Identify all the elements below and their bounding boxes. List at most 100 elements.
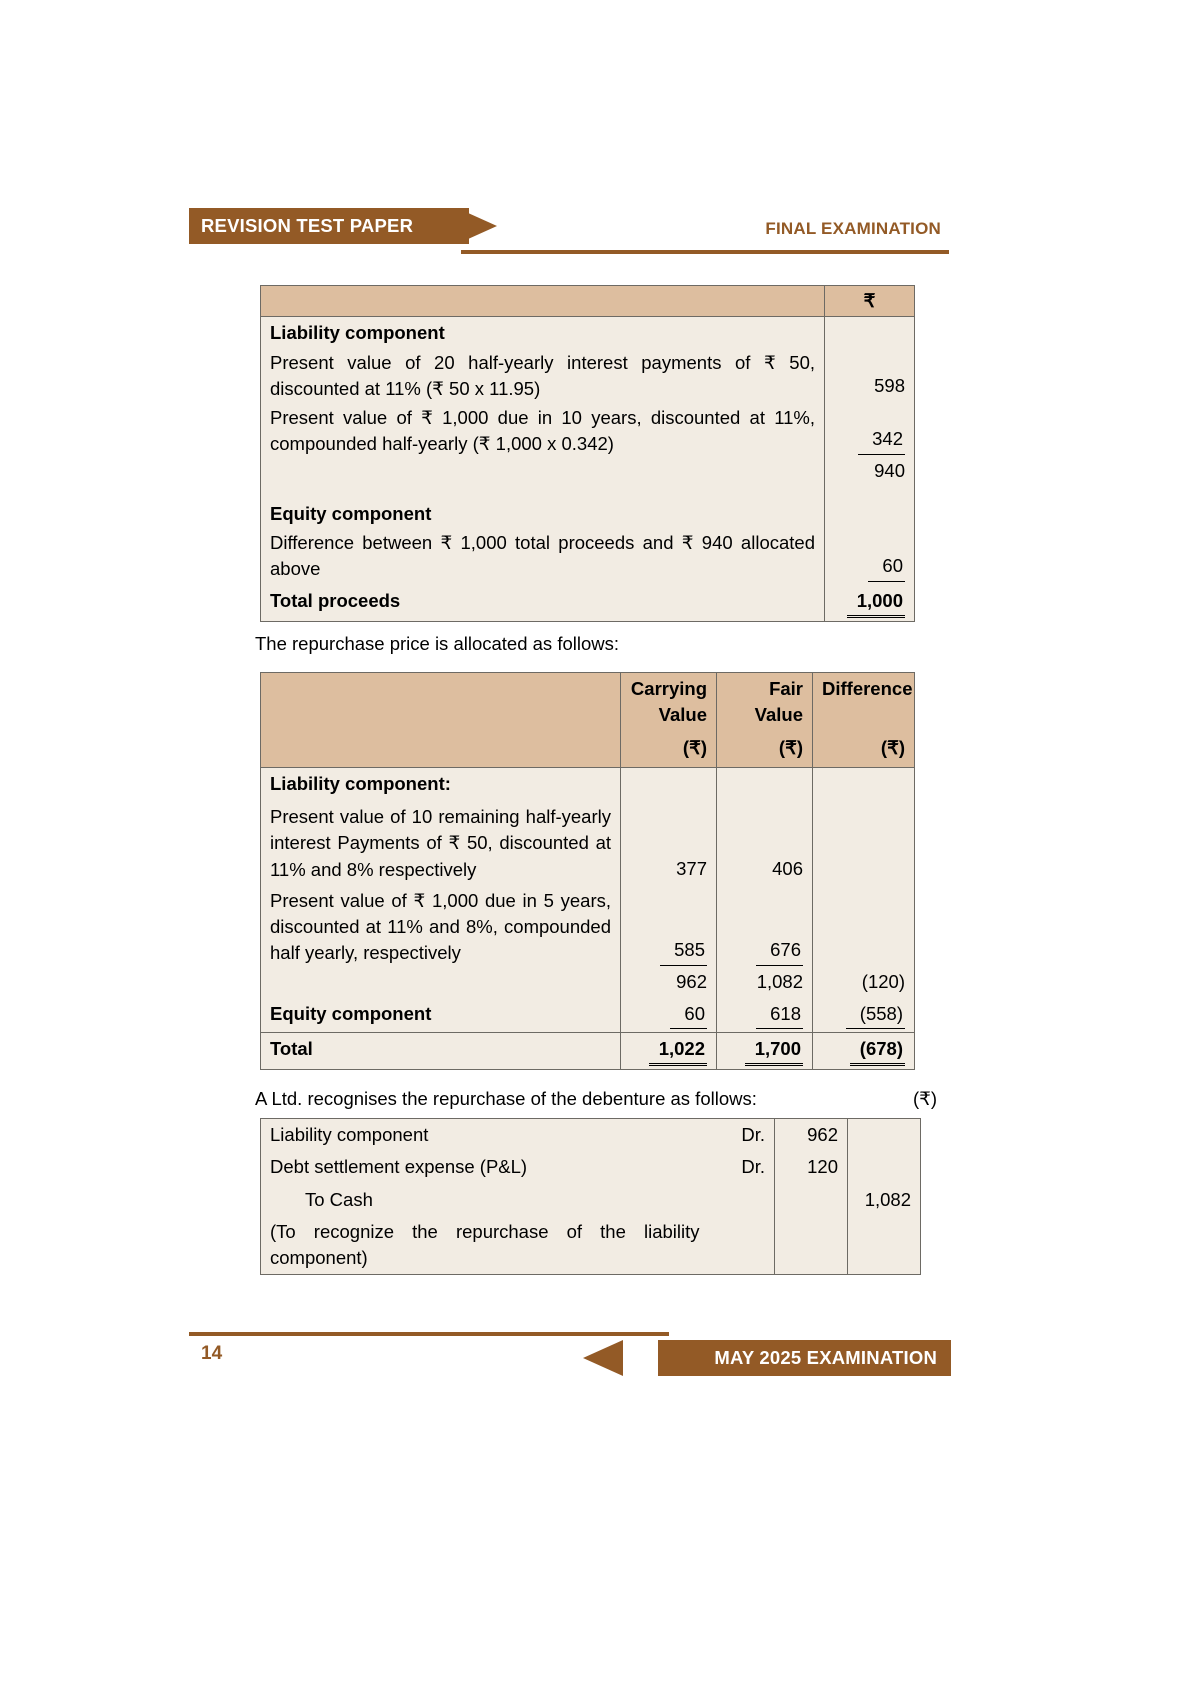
t2-header-desc xyxy=(260,672,621,703)
table-row: Present value of ₹ 1,000 due in 10 years… xyxy=(260,402,915,458)
t1-row5-value: 60 xyxy=(868,553,905,582)
t2-row0-fv xyxy=(716,766,813,802)
t3-row0-debit: 962 xyxy=(774,1118,848,1152)
t3-row2-debit xyxy=(774,1183,848,1216)
t3-row0-drcr: Dr. xyxy=(708,1118,775,1152)
table-row: Equity component xyxy=(260,486,915,528)
t2-row2-desc: Present value of ₹ 1,000 due in 5 years,… xyxy=(260,884,621,969)
t3-row0-credit xyxy=(847,1118,921,1152)
table-row: Liability component: xyxy=(260,766,915,802)
table-row: Difference between ₹ 1,000 total proceed… xyxy=(260,527,915,585)
t2-row5-cv: 1,022 xyxy=(648,1036,707,1067)
page-footer: 14 MAY 2025 EXAMINATION xyxy=(189,1332,951,1392)
t1-row4-desc: Equity component xyxy=(260,486,825,528)
t2-row1-cv: 377 xyxy=(620,801,717,885)
caption-repurchase-allocation: The repurchase price is allocated as fol… xyxy=(255,633,620,654)
repurchase-allocation-table: Carrying Fair Difference Value Value (₹)… xyxy=(260,672,915,1071)
t3-row2-particulars: To Cash xyxy=(260,1183,709,1216)
table-row: (To recognize the repurchase of the liab… xyxy=(260,1215,921,1276)
t2-row1-fv: 406 xyxy=(716,801,813,885)
t3-row3-credit xyxy=(847,1215,921,1276)
t2-row0-cv xyxy=(620,766,717,802)
t3-row1-drcr: Dr. xyxy=(708,1151,775,1184)
caption-journal-entry: A Ltd. recognises the repurchase of the … xyxy=(255,1088,757,1109)
t2-row2-fv: 676 xyxy=(756,937,803,966)
t1-row4-value xyxy=(824,486,915,528)
t1-row1-desc: Present value of 20 half-yearly interest… xyxy=(260,346,825,403)
t2-row3-diff: (120) xyxy=(812,968,915,998)
footer-banner-label: MAY 2025 EXAMINATION xyxy=(714,1347,937,1368)
table-header-row: (₹) (₹) (₹) xyxy=(260,734,915,768)
t2-row4-desc: Equity component xyxy=(260,997,621,1034)
t2-row4-diff: (558) xyxy=(845,1001,905,1030)
t3-row3-drcr xyxy=(708,1215,775,1276)
t3-row1-credit xyxy=(847,1151,921,1184)
table-row-total: Total proceeds 1,000 xyxy=(260,584,915,622)
t2-row2-cv: 585 xyxy=(660,937,707,966)
t2-row3-fv: 1,082 xyxy=(716,968,813,998)
header-banner: REVISION TEST PAPER xyxy=(189,208,470,244)
t1-row3-value: 940 xyxy=(824,457,915,487)
journal-entry-table-wrap: Liability component Dr. 962 Debt settlem… xyxy=(260,1118,921,1276)
t2-header-carrying-l1: Carrying xyxy=(620,672,717,703)
t1-row0-desc: Liability component xyxy=(260,316,825,347)
table-header-row: ₹ xyxy=(260,284,915,318)
journal-entry-table: Liability component Dr. 962 Debt settlem… xyxy=(260,1118,921,1276)
t2-row0-diff xyxy=(812,766,915,802)
table-header-row: Carrying Fair Difference xyxy=(260,672,915,703)
header-banner-label: REVISION TEST PAPER xyxy=(201,215,414,236)
t2-row2-diff xyxy=(812,884,915,969)
caption-journal-currency: (₹) xyxy=(913,1088,938,1109)
repurchase-allocation-table-wrap: Carrying Fair Difference Value Value (₹)… xyxy=(260,672,915,1071)
t1-header-desc xyxy=(260,284,825,318)
t1-row6-value: 1,000 xyxy=(846,588,905,618)
table-row: Debt settlement expense (P&L) Dr. 120 xyxy=(260,1151,921,1184)
t2-header-fair-currency: (₹) xyxy=(716,734,813,768)
t3-row3-particulars: (To recognize the repurchase of the liab… xyxy=(260,1215,709,1276)
t3-row1-debit: 120 xyxy=(774,1151,848,1184)
t2-row5-desc: Total xyxy=(260,1032,621,1071)
table-row: Liability component Dr. 962 xyxy=(260,1118,921,1152)
table-row: Equity component 60 618 (558) xyxy=(260,997,915,1034)
table-row: To Cash 1,082 xyxy=(260,1183,921,1216)
page-number: 14 xyxy=(201,1343,223,1364)
t2-header-difference-l1: Difference xyxy=(812,672,915,703)
t2-row4-fv: 618 xyxy=(756,1001,803,1030)
t2-header-difference-currency: (₹) xyxy=(812,734,915,768)
t1-row0-value xyxy=(824,316,915,347)
table-row: Present value of 10 remaining half-yearl… xyxy=(260,801,915,885)
t3-row2-drcr xyxy=(708,1183,775,1216)
t2-row4-cv: 60 xyxy=(670,1001,707,1030)
t3-row1-particulars: Debt settlement expense (P&L) xyxy=(260,1151,709,1184)
table-row: 940 xyxy=(260,457,915,487)
t1-row3-desc xyxy=(260,457,825,487)
t1-header-currency: ₹ xyxy=(824,284,915,318)
footer-arrow-shape xyxy=(583,1340,623,1376)
t2-header-carrying-currency: (₹) xyxy=(620,734,717,768)
header-arrow-shape xyxy=(457,208,497,244)
table-header-row: Value Value xyxy=(260,702,915,735)
t2-row3-desc xyxy=(260,968,621,998)
header-rule xyxy=(461,250,949,254)
t2-header-fair-l2: Value xyxy=(716,702,813,735)
t3-row3-debit xyxy=(774,1215,848,1276)
table-row: 962 1,082 (120) xyxy=(260,968,915,998)
t2-row5-diff: (678) xyxy=(849,1036,905,1067)
page-header: REVISION TEST PAPER FINAL EXAMINATION xyxy=(189,208,949,256)
t1-row6-desc: Total proceeds xyxy=(260,584,825,622)
t2-row0-desc: Liability component: xyxy=(260,766,621,802)
t2-row5-fv: 1,700 xyxy=(744,1036,803,1067)
t2-header-difference-l2 xyxy=(812,702,915,735)
table-row: Liability component xyxy=(260,316,915,347)
t3-row2-credit: 1,082 xyxy=(847,1183,921,1216)
allocation-table-wrap: ₹ Liability component Present value of 2… xyxy=(260,284,915,622)
t1-row2-value: 342 xyxy=(858,426,905,455)
allocation-table: ₹ Liability component Present value of 2… xyxy=(260,284,915,622)
t2-header-carrying-l2: Value xyxy=(620,702,717,735)
t3-row0-particulars: Liability component xyxy=(260,1118,709,1152)
footer-rule xyxy=(189,1332,669,1336)
table-row: Present value of 20 half-yearly interest… xyxy=(260,346,915,403)
footer-banner: MAY 2025 EXAMINATION xyxy=(658,1340,951,1376)
t2-row1-diff xyxy=(812,801,915,885)
